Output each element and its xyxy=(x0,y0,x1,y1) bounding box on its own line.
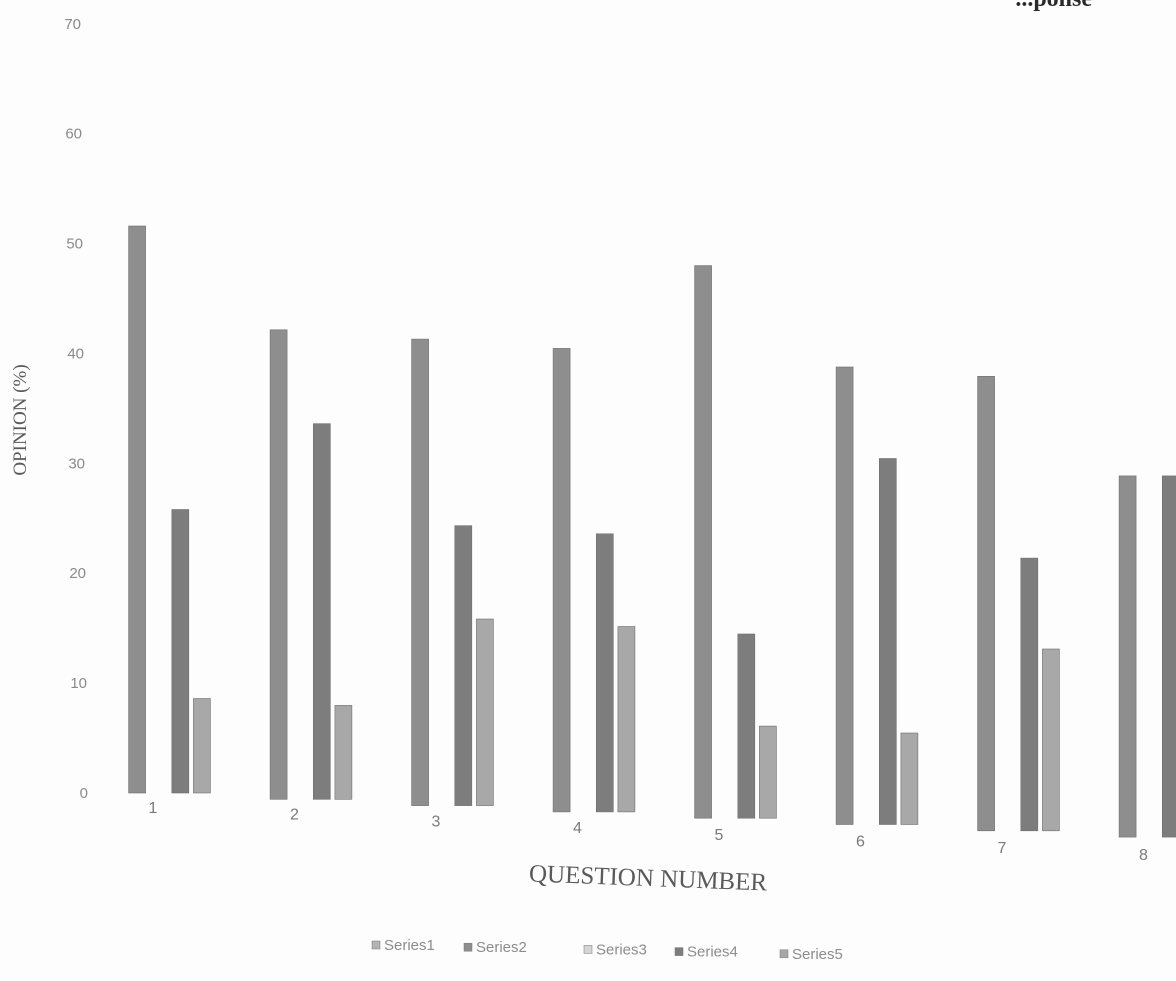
x-tick-label: 3 xyxy=(432,813,441,830)
legend-swatch-series4 xyxy=(674,947,684,956)
legend-label-series5: Series5 xyxy=(792,946,843,963)
legend: Series1 Series2 Series3 Series4 Series5 xyxy=(371,937,843,963)
legend-swatch-series2 xyxy=(463,942,473,952)
x-tick-label: 4 xyxy=(573,820,582,837)
bar-series2-q6 xyxy=(835,366,854,825)
legend-label-series3: Series3 xyxy=(596,941,647,958)
y-tick-label: 60 xyxy=(65,126,82,143)
bar-series2-q4 xyxy=(552,348,571,813)
chart-title: ...ponse xyxy=(1015,0,1092,12)
bar-series4-q2 xyxy=(312,423,331,800)
bar-series5-q6 xyxy=(900,732,919,825)
bar-series4-q6 xyxy=(878,458,897,825)
x-axis-ticks: 1 2 3 4 5 6 7 8 xyxy=(149,800,1149,864)
legend-label-series4: Series4 xyxy=(687,944,738,961)
y-tick-label: 40 xyxy=(67,345,84,362)
x-axis-title: QUESTION NUMBER xyxy=(529,860,768,896)
bar-series4-q8 xyxy=(1162,475,1176,838)
bar-series2-q5 xyxy=(694,265,712,819)
bar-series5-q7 xyxy=(1042,648,1060,832)
bar-series4-q1 xyxy=(171,509,190,794)
y-tick-label: 30 xyxy=(68,455,85,472)
bar-series2-q8 xyxy=(1118,475,1137,838)
x-tick-label: 1 xyxy=(149,800,158,817)
legend-swatch-series1 xyxy=(371,940,381,950)
y-axis-title: OPINION (%) xyxy=(10,364,31,475)
bar-series5-q5 xyxy=(759,725,777,819)
legend-label-series1: Series1 xyxy=(384,937,435,954)
y-tick-label: 20 xyxy=(69,565,86,582)
y-tick-label: 50 xyxy=(66,236,83,253)
legend-swatch-series5 xyxy=(779,949,789,959)
bars-group xyxy=(128,225,1176,838)
bar-series5-q2 xyxy=(334,705,353,800)
bar-series5-q4 xyxy=(617,626,636,813)
bar-series5-q3 xyxy=(476,618,494,806)
x-tick-label: 7 xyxy=(998,840,1007,857)
x-tick-label: 5 xyxy=(715,827,724,844)
bar-series2-q3 xyxy=(411,338,429,806)
y-tick-label: 0 xyxy=(80,785,88,802)
bar-series2-q1 xyxy=(128,225,146,794)
bar-series4-q5 xyxy=(737,633,756,819)
bar-series4-q7 xyxy=(1020,557,1039,832)
bar-series2-q2 xyxy=(269,329,288,800)
y-tick-label: 70 xyxy=(64,16,81,33)
y-axis-ticks: 0 10 20 30 40 50 60 70 xyxy=(64,16,88,802)
legend-label-series2: Series2 xyxy=(476,939,527,956)
x-tick-label: 2 xyxy=(290,807,299,824)
x-tick-label: 8 xyxy=(1139,847,1148,864)
x-tick-label: 6 xyxy=(856,834,865,851)
bar-series2-q7 xyxy=(977,375,995,832)
bar-series4-q4 xyxy=(595,533,614,813)
legend-swatch-series3 xyxy=(583,945,593,954)
bar-series4-q3 xyxy=(454,525,473,806)
bar-series5-q1 xyxy=(193,698,211,794)
y-tick-label: 10 xyxy=(70,675,87,692)
